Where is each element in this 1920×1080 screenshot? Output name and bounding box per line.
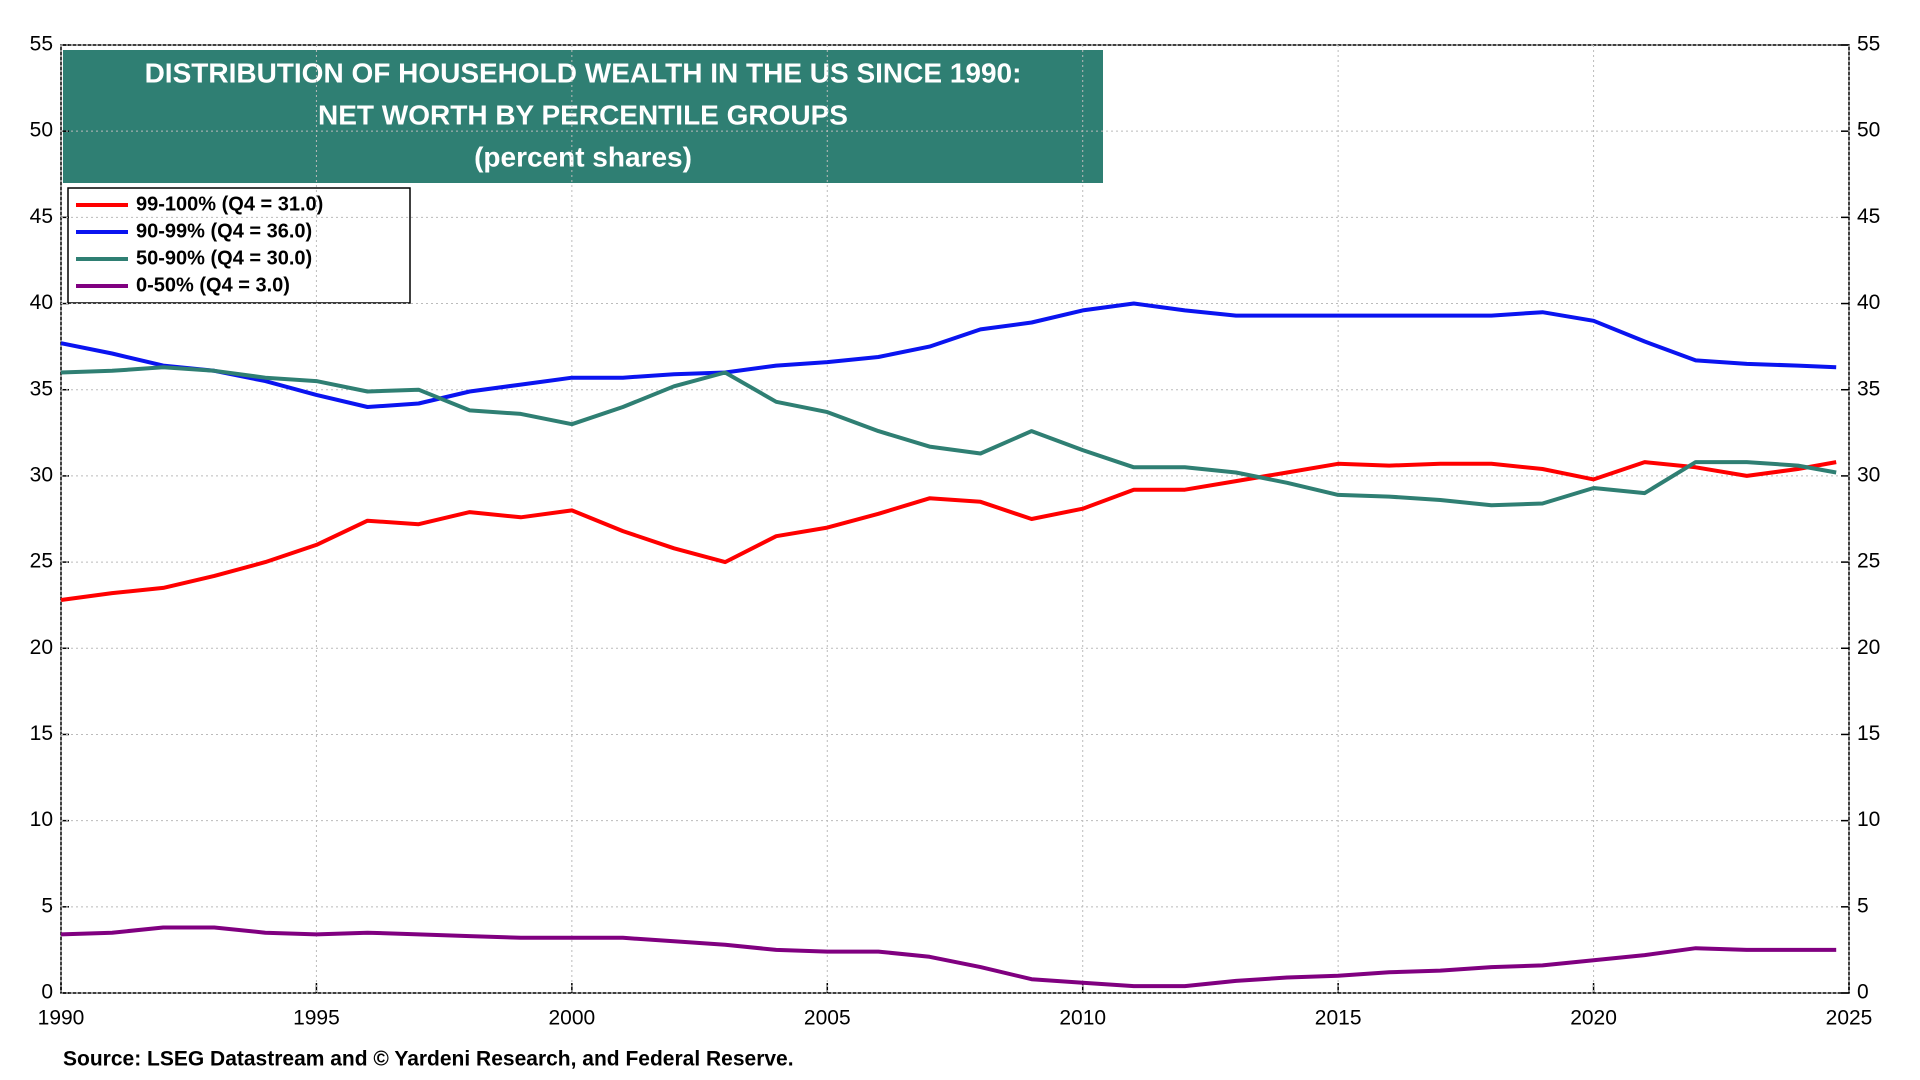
x-tick-label: 2015 [1315,1007,1362,1030]
y-tick-label: 5 [41,894,53,917]
y-tick-label: 40 [30,291,53,314]
y2-tick-label: 0 [1857,981,1869,1004]
legend-box [67,187,411,304]
y2-tick-label: 50 [1857,119,1880,142]
y2-tick-label: 25 [1857,550,1880,573]
x-tick-label: 2020 [1570,1007,1617,1030]
legend-label: 90-99% (Q4 = 36.0) [136,220,312,242]
x-tick-label: 2025 [1826,1007,1873,1030]
chart-subtitle: (percent shares) [474,141,692,172]
plot-frame [60,44,1850,994]
chart-title: DISTRIBUTION OF HOUSEHOLD WEALTH IN THE … [145,57,1022,88]
y2-tick-label: 55 [1857,33,1880,56]
y-tick-label: 30 [30,463,53,486]
x-tick-label: 2010 [1059,1007,1106,1030]
x-tick-label: 2000 [548,1007,595,1030]
y2-tick-label: 5 [1857,894,1869,917]
title-box [63,50,1103,183]
x-tick-label: 1995 [293,1007,340,1030]
y2-tick-label: 40 [1857,291,1880,314]
series-line [60,301,1837,409]
chart-title: NET WORTH BY PERCENTILE GROUPS [318,99,848,130]
y-tick-label: 25 [30,550,53,573]
y-tick-label: 50 [30,119,53,142]
legend-label: 99-100% (Q4 = 31.0) [136,193,323,215]
y2-tick-label: 10 [1857,808,1880,831]
y-tick-label: 20 [30,636,53,659]
y2-tick-label: 15 [1857,722,1880,745]
y-tick-label: 0 [41,981,53,1004]
x-tick-label: 2005 [804,1007,851,1030]
x-tick-label: 1990 [38,1007,85,1030]
y-tick-label: 35 [30,377,53,400]
source-note: Source: LSEG Datastream and © Yardeni Re… [63,1048,794,1071]
legend-label: 50-90% (Q4 = 30.0) [136,247,312,269]
series-line [60,365,1837,508]
legend-label: 0-50% (Q4 = 3.0) [136,274,290,296]
y2-tick-label: 30 [1857,463,1880,486]
y-tick-label: 10 [30,808,53,831]
y2-tick-label: 45 [1857,205,1880,228]
y2-tick-label: 20 [1857,636,1880,659]
y-tick-label: 55 [30,33,53,56]
series-line [60,460,1837,602]
y-tick-label: 45 [30,205,53,228]
y2-tick-label: 35 [1857,377,1880,400]
series-line [60,925,1837,989]
y-tick-label: 15 [30,722,53,745]
